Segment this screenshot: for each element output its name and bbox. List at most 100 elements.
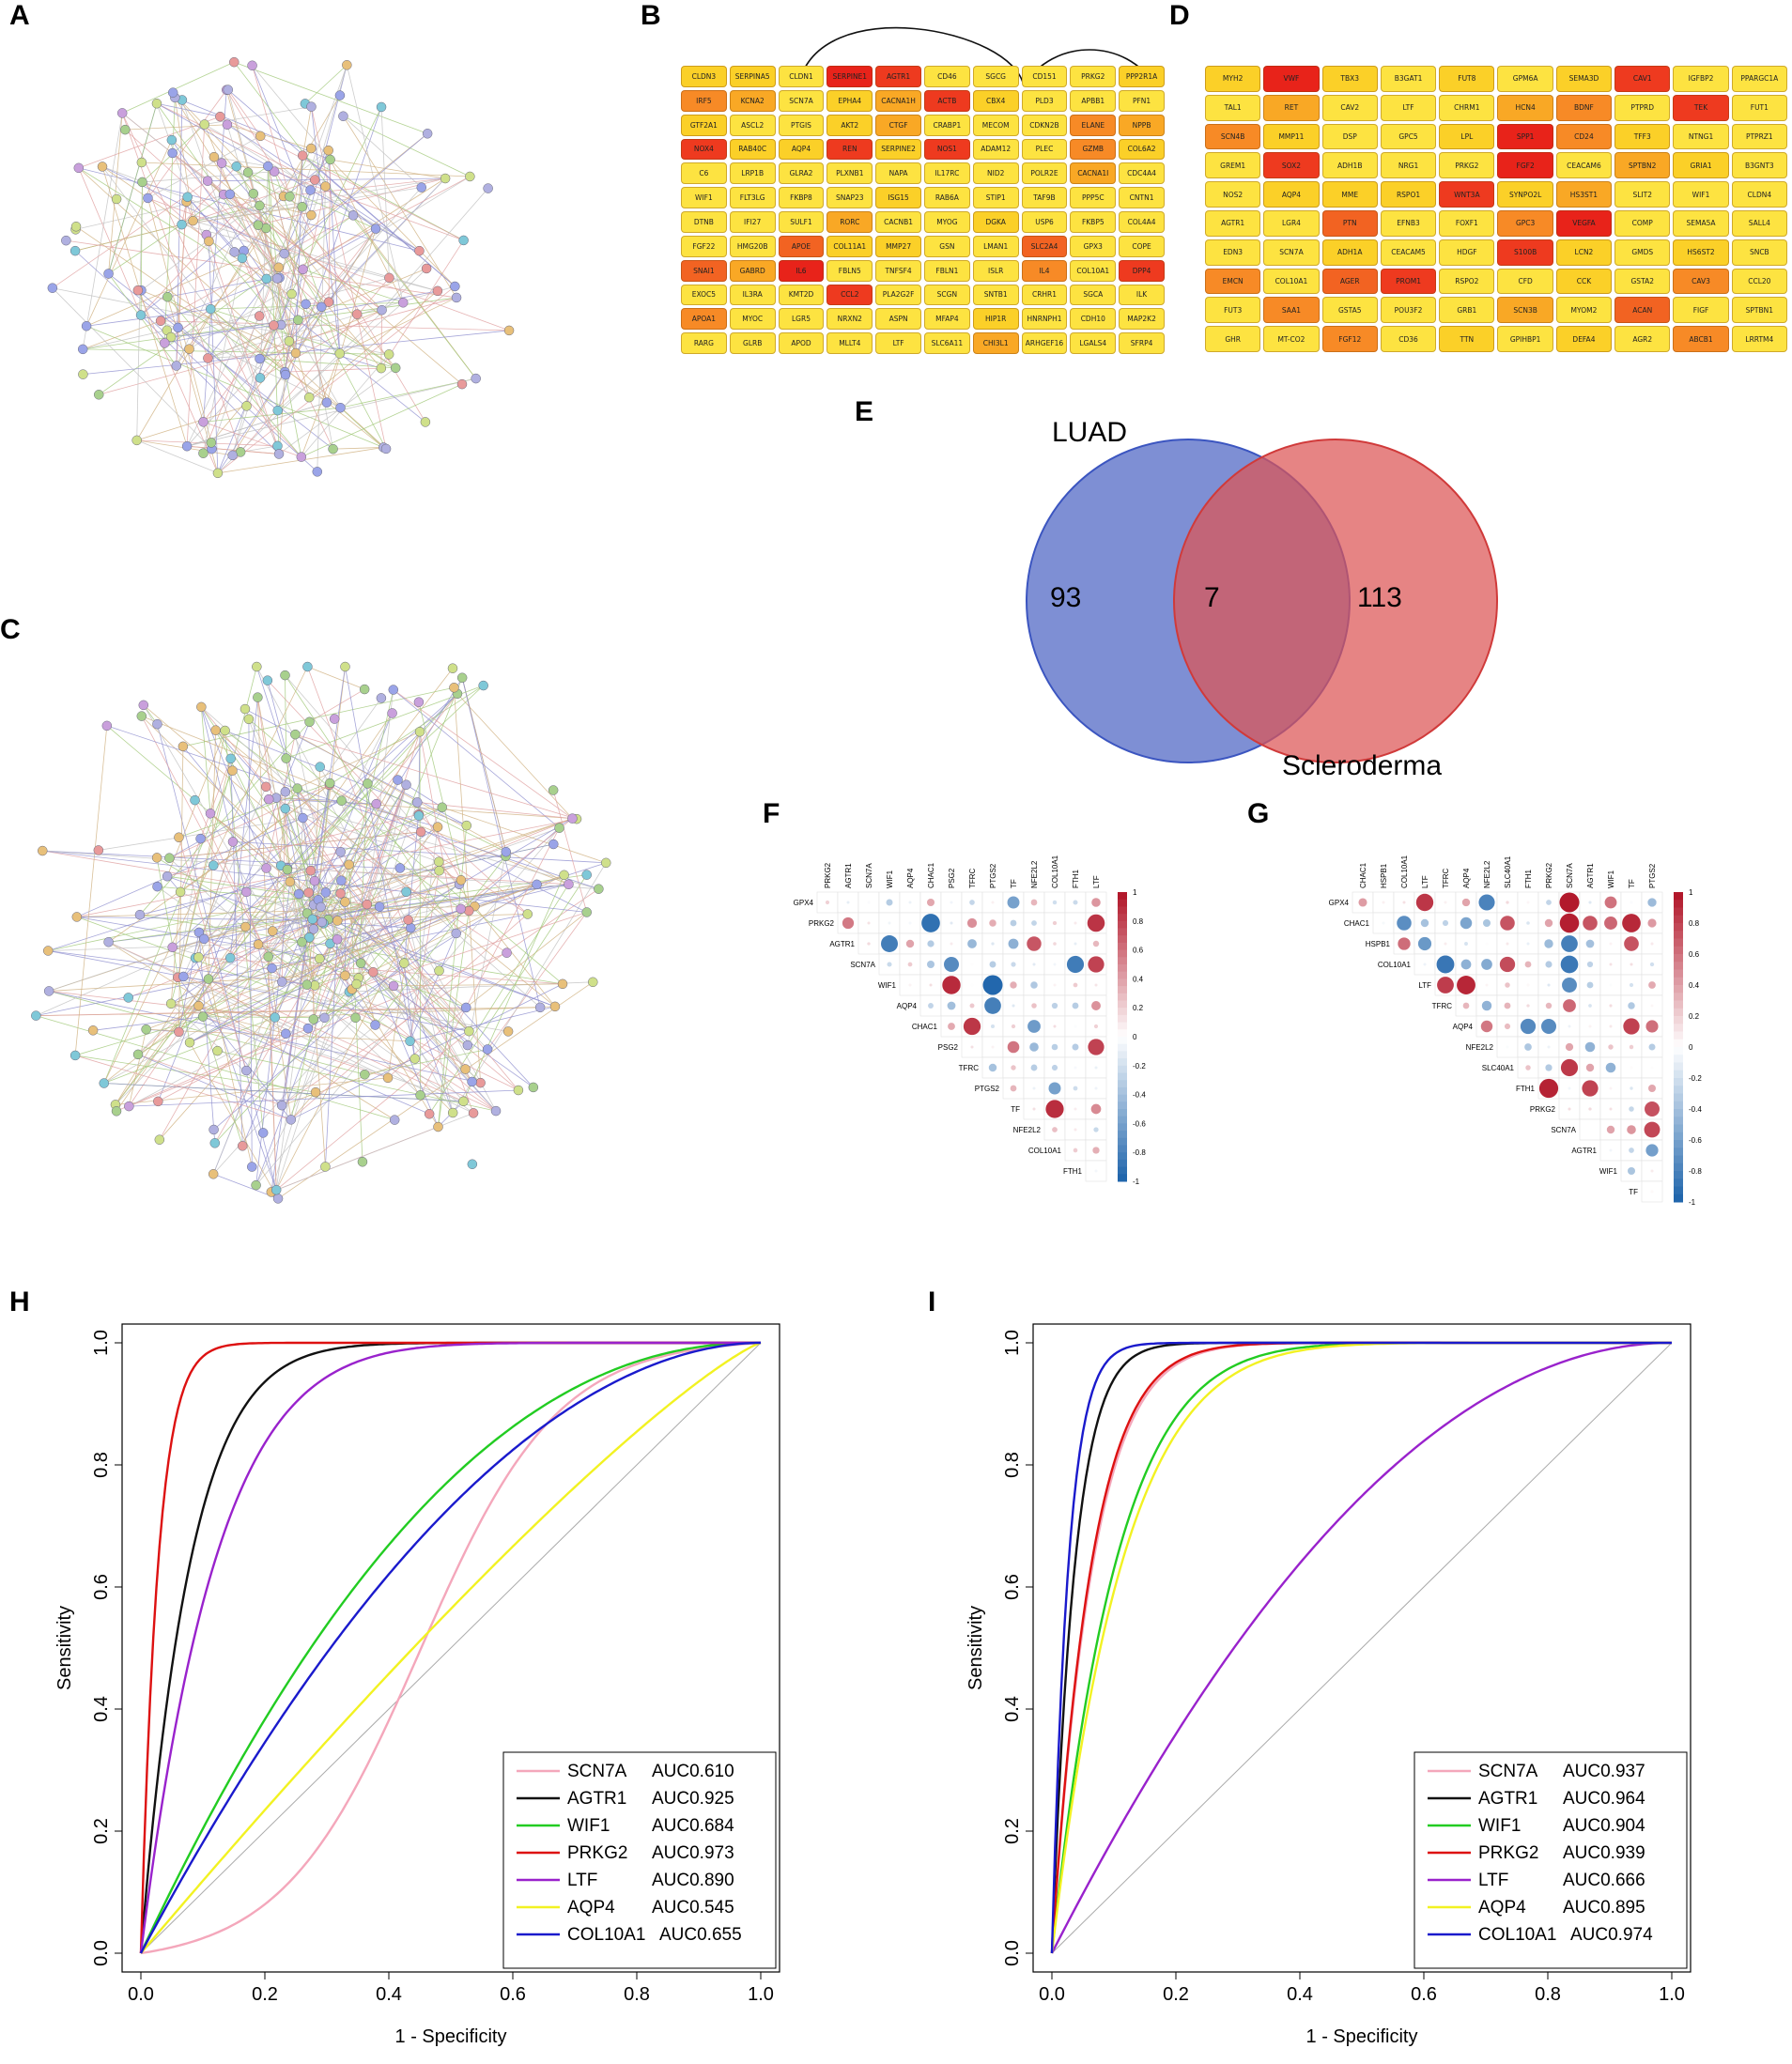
gene-node: S100B (1497, 239, 1553, 266)
gene-node: VEGFA (1555, 209, 1613, 237)
legend-series-name: LTF (1478, 1871, 1508, 1890)
corr-circle (1560, 1058, 1579, 1077)
colorbar-tick: -1 (1133, 1178, 1140, 1186)
network-edge (147, 89, 227, 199)
corr-circle (1630, 1086, 1633, 1090)
network-edge (156, 102, 326, 187)
network-node (335, 402, 346, 413)
gene-node: RSPO1 (1380, 181, 1437, 208)
network-edge (129, 952, 507, 1107)
colorbar-segment (1118, 1131, 1127, 1139)
network-edge (358, 783, 368, 978)
network-edge (142, 181, 209, 242)
corr-circle (1588, 1004, 1592, 1008)
corr-column-label: TFRC (968, 868, 977, 888)
gene-node: APOA1 (681, 308, 727, 331)
network-edge (340, 807, 442, 853)
network-node (456, 875, 467, 886)
network-node (197, 1011, 209, 1022)
corr-circle (1650, 942, 1654, 946)
gene-node: AKT2 (826, 114, 873, 136)
network-edge (156, 102, 221, 117)
corr-circle (989, 919, 996, 927)
gene-node: LRRTM4 (1731, 326, 1787, 352)
panel-label-g: G (1247, 798, 1270, 829)
colorbar-tick: 1 (1133, 888, 1137, 897)
network-edge (326, 228, 377, 403)
gene-node: COL6A2 (1119, 138, 1165, 161)
gene-node: FLT3LG (729, 187, 776, 208)
corr-circle (947, 1001, 956, 1010)
colorbar-tick: -0.6 (1133, 1119, 1146, 1128)
network-node (241, 886, 252, 898)
gene-node: SGCG (972, 66, 1019, 87)
corr-circle (1087, 914, 1105, 932)
network-node (131, 435, 142, 446)
network-node (413, 810, 425, 821)
network-edge (193, 177, 446, 222)
network-node (203, 353, 213, 363)
gene-node: RET (1263, 94, 1320, 121)
network-node (202, 176, 213, 186)
gene-node: GLRB (729, 332, 776, 354)
panel-label-b: B (641, 0, 661, 31)
corr-circle (908, 983, 912, 987)
network-node (401, 886, 411, 898)
gene-node: CACNA1H (875, 89, 921, 112)
network-node (447, 663, 458, 673)
corr-circle (887, 962, 892, 967)
network-node (305, 865, 317, 876)
gene-node: RAB6A (923, 187, 970, 208)
network-edge (461, 677, 541, 1008)
gene-node: IGFBP2 (1673, 66, 1729, 92)
colorbar-segment (1118, 920, 1127, 929)
colorbar-segment (1674, 1000, 1683, 1009)
network-node (549, 1001, 561, 1012)
network-edge (75, 1055, 317, 1093)
colorbar-segment (1674, 1140, 1683, 1148)
network-edge (311, 106, 341, 354)
corr-circle (1605, 1062, 1616, 1073)
network-node (111, 193, 122, 205)
network-node (357, 1157, 368, 1167)
corr-circle (1029, 1042, 1039, 1052)
network-edge (329, 685, 484, 786)
corr-circle (1093, 1127, 1099, 1132)
gene-node: CAV3 (1673, 268, 1729, 295)
colorbar-segment (1674, 962, 1683, 970)
plot-frame (121, 1323, 780, 1973)
corr-circle (926, 898, 935, 907)
network-node (376, 362, 387, 374)
network-node (252, 661, 262, 672)
gene-node: LCN2 (1555, 239, 1613, 266)
network-node (198, 448, 209, 458)
network-node (456, 903, 466, 915)
corr-circle (1622, 914, 1641, 932)
network-node (209, 1124, 219, 1135)
gene-node: CCL20 (1731, 268, 1787, 295)
corr-circle (1008, 938, 1019, 949)
gene-node: USP6 (1021, 211, 1068, 233)
corr-circle (1461, 898, 1471, 907)
network-edge (108, 941, 464, 1102)
network-edge (76, 818, 578, 917)
gene-node: PLD3 (1021, 89, 1068, 112)
corr-circle (1460, 959, 1472, 970)
network-node (132, 285, 144, 296)
colorbar-segment (1118, 1051, 1127, 1059)
x-tick-label: 0.8 (1535, 1984, 1561, 2005)
legend-auc-value: AUC0.939 (1563, 1843, 1645, 1863)
network-edge (78, 116, 221, 169)
legend-series-name: LTF (567, 1871, 597, 1890)
network-node (42, 946, 54, 956)
colorbar-segment (1118, 942, 1127, 951)
network-node (280, 670, 290, 681)
network-node (316, 301, 327, 313)
network-edge (171, 324, 282, 338)
gene-node: SGCA (1070, 284, 1117, 306)
network-node (167, 942, 178, 953)
network-edge (301, 884, 537, 943)
network-node (251, 1179, 261, 1191)
network-node (414, 726, 425, 737)
panel-label-e: E (855, 396, 874, 427)
